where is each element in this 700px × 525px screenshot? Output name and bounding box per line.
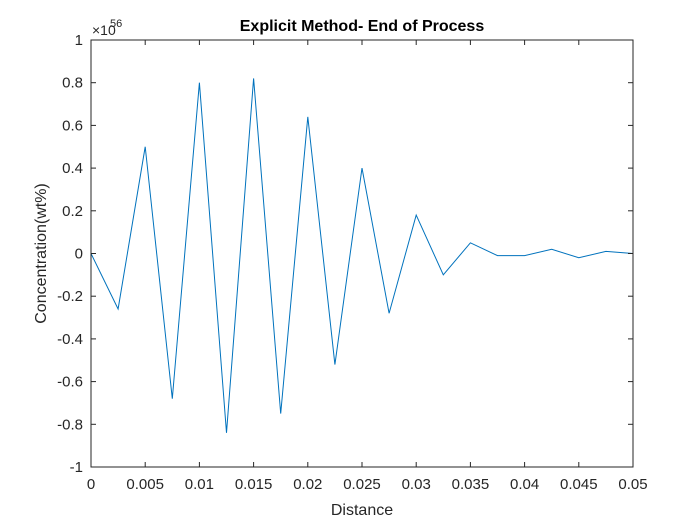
y-tick-label: -1 — [70, 459, 83, 476]
plot-background — [91, 40, 633, 467]
x-axis-label: Distance — [331, 502, 393, 519]
x-tick-label: 0 — [87, 476, 95, 493]
y-tick-label: 0.6 — [62, 117, 83, 134]
x-tick-label: 0.045 — [560, 476, 598, 493]
x-tick-label: 0.015 — [235, 476, 273, 493]
y-tick-label: -0.4 — [57, 331, 83, 348]
y-exponent-power: 56 — [110, 18, 122, 30]
y-tick-label: 0.8 — [62, 75, 83, 92]
x-tick-label: 0.025 — [343, 476, 381, 493]
y-exponent-label: ×10 — [92, 22, 116, 38]
x-tick-label: 0.01 — [185, 476, 214, 493]
series-line — [90, 78, 634, 433]
x-tick-label: 0.04 — [510, 476, 539, 493]
y-tick-label: -0.2 — [57, 288, 83, 305]
x-tick-label: 0.03 — [402, 476, 431, 493]
y-tick-label: 1 — [75, 32, 83, 49]
y-axis-label: Concentration(wt%) — [33, 183, 50, 324]
y-tick-label: -0.6 — [57, 374, 83, 391]
y-tick-label: 0.2 — [62, 203, 83, 220]
x-tick-label: 0.035 — [452, 476, 490, 493]
y-tick-label: -0.8 — [57, 416, 83, 433]
x-tick-label: 0.005 — [126, 476, 164, 493]
chart-title: Explicit Method- End of Process — [240, 18, 485, 35]
y-tick-label: 0 — [75, 246, 83, 263]
x-tick-label: 0.05 — [618, 476, 647, 493]
x-tick-label: 0.02 — [293, 476, 322, 493]
y-tick-label: 0.4 — [62, 160, 83, 177]
